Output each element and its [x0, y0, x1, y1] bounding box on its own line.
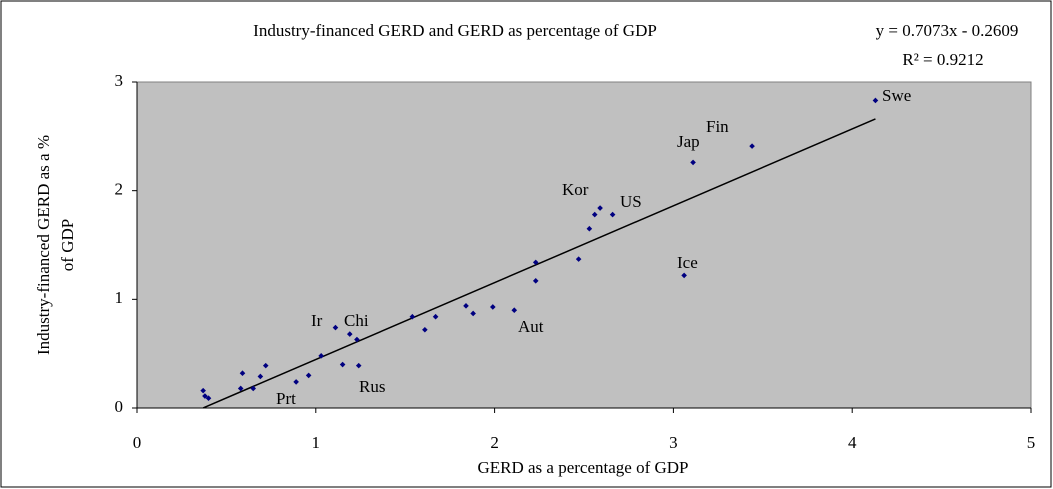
x-tick-label: 5	[1027, 433, 1036, 452]
point	[586, 225, 593, 232]
y-tick-label: 1	[115, 288, 124, 307]
y-tick-label: 3	[115, 71, 124, 90]
point-annotation: Kor	[562, 180, 589, 199]
point	[609, 211, 616, 218]
point	[681, 272, 687, 279]
point	[257, 373, 264, 380]
point	[346, 331, 353, 337]
trend-line	[202, 118, 876, 409]
y-tick-label: 2	[115, 180, 124, 199]
point-annotation: Ice	[677, 253, 698, 272]
point	[432, 313, 439, 320]
point	[202, 393, 208, 399]
point	[239, 370, 246, 377]
x-tick-label: 1	[312, 433, 321, 452]
point-annotation: Jap	[677, 132, 700, 151]
point	[490, 304, 496, 310]
point	[511, 307, 518, 313]
point	[470, 310, 476, 317]
x-tick-label: 4	[848, 433, 857, 452]
chart-title: Industry-financed GERD and GERD as perce…	[253, 21, 657, 40]
point	[339, 361, 346, 368]
point	[463, 303, 469, 309]
point-annotation: Fin	[706, 117, 729, 136]
point-annotation: Aut	[518, 317, 544, 336]
point	[532, 259, 539, 266]
point	[305, 372, 312, 379]
trend-equation: y = 0.7073x - 0.2609	[876, 21, 1019, 40]
point	[250, 385, 257, 392]
point	[200, 387, 206, 394]
point-annotation: Ir	[311, 311, 323, 330]
point	[575, 256, 582, 262]
point	[332, 324, 339, 331]
point	[749, 143, 755, 149]
point	[597, 205, 603, 211]
point-annotation: Swe	[882, 86, 911, 105]
point	[872, 97, 879, 104]
point	[293, 379, 299, 385]
point	[262, 362, 269, 369]
x-axis-title: GERD as a percentage of GDP	[477, 458, 688, 477]
y-axis-title-line: of GDP	[58, 219, 77, 271]
point	[591, 211, 598, 218]
point	[690, 159, 696, 166]
point-annotation: Chi	[344, 311, 369, 330]
point	[237, 385, 244, 392]
y-tick-label: 0	[115, 397, 124, 416]
point-annotation: Prt	[276, 389, 296, 408]
y-axis-title: Industry-financed GERD as a % of GDP	[34, 135, 77, 355]
point-annotation: US	[620, 192, 642, 211]
point	[532, 278, 539, 284]
x-tick-label: 3	[669, 433, 678, 452]
point-annotation: Rus	[359, 377, 385, 396]
point	[409, 313, 416, 320]
x-tick-label: 2	[490, 433, 499, 452]
trend-r-squared: R² = 0.9212	[902, 50, 983, 69]
point	[354, 336, 360, 343]
point	[355, 362, 362, 369]
y-axis-title-line: Industry-financed GERD as a %	[34, 135, 53, 355]
x-tick-label: 0	[133, 433, 142, 452]
point	[422, 326, 428, 333]
point	[205, 395, 212, 402]
point	[318, 353, 324, 359]
